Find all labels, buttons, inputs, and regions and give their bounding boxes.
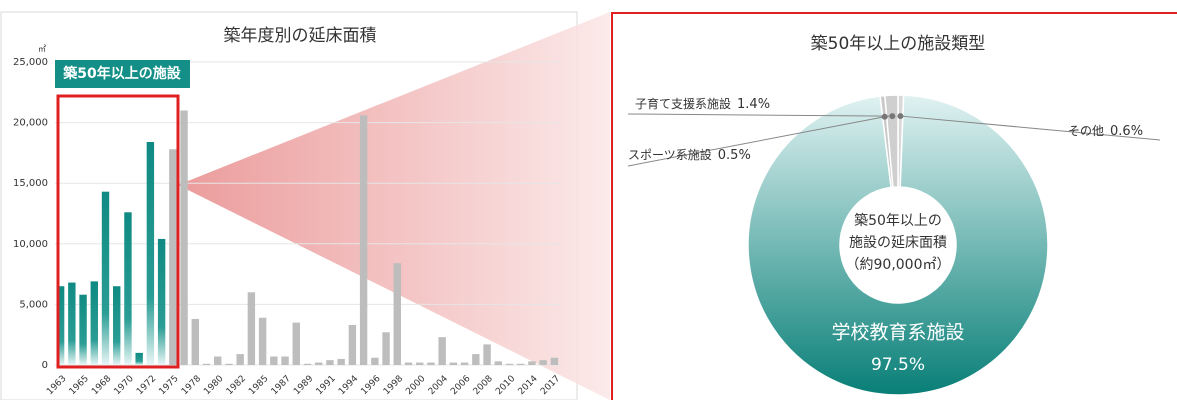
bar <box>472 354 480 365</box>
bar <box>90 281 98 365</box>
slice-label: 学校教育系施設 <box>831 322 964 344</box>
callout-dot <box>881 113 888 120</box>
value-label: 97.5% <box>871 355 925 375</box>
center-text: 築50年以上の <box>854 213 942 229</box>
bar <box>449 362 458 365</box>
y-tick-label: 0 <box>42 360 48 371</box>
y-tick-label: 5,000 <box>19 299 48 310</box>
bar <box>56 286 65 365</box>
bar <box>393 263 401 365</box>
bar <box>225 363 233 365</box>
bar <box>494 361 502 365</box>
category-name: 子育て支援系施設 <box>635 96 731 111</box>
bar <box>247 292 256 365</box>
bar <box>550 357 559 365</box>
callout-dot <box>897 113 904 120</box>
callout-line <box>900 115 1161 141</box>
bar <box>292 322 300 365</box>
bar <box>191 318 199 365</box>
callout-line <box>627 116 885 167</box>
bar <box>460 362 469 365</box>
y-tick-label: 10,000 <box>13 239 48 250</box>
value-label: 0.5% <box>718 148 751 163</box>
chart-title: 築年度別の延床面積 <box>224 26 377 46</box>
bar <box>539 360 547 365</box>
bar <box>303 363 312 365</box>
bar <box>180 110 188 365</box>
bar <box>270 356 278 365</box>
bar <box>348 325 357 365</box>
value-label: 1.4% <box>737 97 770 112</box>
right-panel <box>611 12 1177 400</box>
bar <box>101 191 110 365</box>
chart-title: 築50年以上の施設類型 <box>811 34 986 54</box>
pie-slice <box>747 94 1049 396</box>
bar <box>326 360 334 365</box>
center-text: （約90,000㎡） <box>846 257 951 273</box>
bar <box>214 356 222 365</box>
bar <box>528 361 536 365</box>
y-unit: ㎡ <box>38 45 46 54</box>
category-name: スポーツ系施設 <box>628 147 712 162</box>
callout-line <box>627 113 893 117</box>
bar <box>505 363 514 365</box>
bar <box>135 352 143 365</box>
bar <box>315 362 323 365</box>
center-text: 施設の延床面積 <box>849 235 947 251</box>
value-label: 0.6% <box>1110 124 1143 139</box>
bar <box>483 344 491 365</box>
zoom-wedge <box>178 12 610 400</box>
bar <box>68 282 76 365</box>
bar <box>337 358 345 365</box>
pie-slice <box>884 94 899 189</box>
bar <box>113 286 121 365</box>
slice-label: スポーツ系施設 0.5% <box>628 147 751 163</box>
bar <box>404 362 413 365</box>
bar <box>371 357 379 365</box>
bar <box>382 332 390 365</box>
bar <box>157 238 166 365</box>
y-tick-label: 20,000 <box>13 118 48 129</box>
callout-dot <box>889 113 896 120</box>
bar <box>438 337 446 365</box>
bar <box>236 354 244 365</box>
highlight-label-box <box>55 60 190 88</box>
bar <box>359 115 368 365</box>
highlight-frame <box>56 94 180 369</box>
y-tick-label: 25,000 <box>13 57 48 68</box>
bar <box>517 363 525 365</box>
legend-label: 築50年以上の施設 <box>62 65 181 82</box>
bar <box>124 212 132 365</box>
bar <box>202 363 211 365</box>
slice-label: その他 0.6% <box>1068 124 1143 139</box>
bar <box>258 317 267 365</box>
slice-label: 子育て支援系施設 1.4% <box>635 96 770 112</box>
bar <box>146 141 155 365</box>
bar <box>427 362 435 365</box>
bar <box>79 294 87 365</box>
category-name: その他 <box>1068 124 1104 138</box>
bar <box>416 362 424 365</box>
bar <box>281 356 289 365</box>
y-tick-label: 15,000 <box>13 178 48 189</box>
bar <box>169 149 177 365</box>
